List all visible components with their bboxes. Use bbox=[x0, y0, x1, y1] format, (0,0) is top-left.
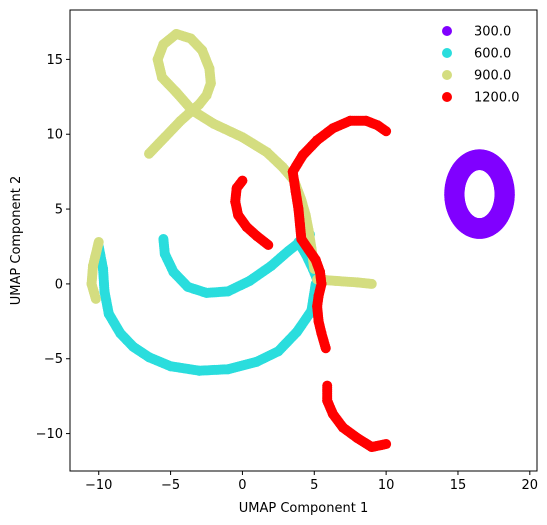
y-tick-label: 10 bbox=[46, 128, 63, 143]
legend-label: 300.0 bbox=[474, 25, 511, 40]
x-tick-label: −5 bbox=[161, 478, 180, 493]
y-tick-label: 5 bbox=[55, 203, 63, 218]
x-tick-label: −10 bbox=[85, 478, 112, 493]
x-tick-label: 5 bbox=[310, 478, 318, 493]
data-point bbox=[263, 239, 274, 250]
y-axis-label: UMAP Component 2 bbox=[9, 176, 24, 305]
legend-item-1200.0: 1200.0 bbox=[442, 91, 520, 106]
x-tick-label: 20 bbox=[522, 478, 539, 493]
y-tick-label: 0 bbox=[55, 277, 63, 292]
series-1200.0-points bbox=[230, 115, 392, 453]
legend-marker bbox=[442, 48, 452, 58]
x-axis-ticks: −10 −5 0 5 10 15 20 bbox=[85, 471, 538, 493]
y-tick-label: −10 bbox=[36, 427, 63, 442]
data-point bbox=[381, 126, 392, 137]
legend-label: 900.0 bbox=[474, 69, 511, 84]
legend-marker bbox=[442, 70, 452, 80]
legend: 300.0 600.0 900.0 1200.0 bbox=[442, 25, 520, 106]
x-tick-label: 10 bbox=[378, 478, 395, 493]
x-tick-label: 15 bbox=[450, 478, 467, 493]
data-point bbox=[93, 236, 104, 247]
legend-item-600.0: 600.0 bbox=[442, 47, 511, 62]
data-point bbox=[366, 278, 377, 289]
data-point bbox=[504, 190, 515, 201]
x-tick-label: 0 bbox=[238, 478, 246, 493]
series-600.0-points bbox=[93, 229, 323, 376]
legend-item-300.0: 300.0 bbox=[442, 25, 511, 40]
legend-label: 600.0 bbox=[474, 47, 511, 62]
y-tick-label: 15 bbox=[46, 53, 63, 68]
x-axis-label: UMAP Component 1 bbox=[239, 501, 368, 516]
data-point bbox=[381, 439, 392, 450]
y-tick-label: −5 bbox=[44, 352, 63, 367]
legend-marker bbox=[442, 92, 452, 102]
legend-item-900.0: 900.0 bbox=[442, 69, 511, 84]
data-point bbox=[320, 343, 331, 354]
series-300.0-points bbox=[444, 149, 515, 239]
plot-frame bbox=[69, 9, 538, 472]
legend-label: 1200.0 bbox=[474, 91, 520, 106]
points-layer bbox=[86, 28, 515, 453]
legend-marker bbox=[442, 26, 452, 36]
y-axis-ticks: −10 −5 0 5 10 15 bbox=[36, 53, 70, 442]
series-900.0-points bbox=[86, 28, 377, 304]
